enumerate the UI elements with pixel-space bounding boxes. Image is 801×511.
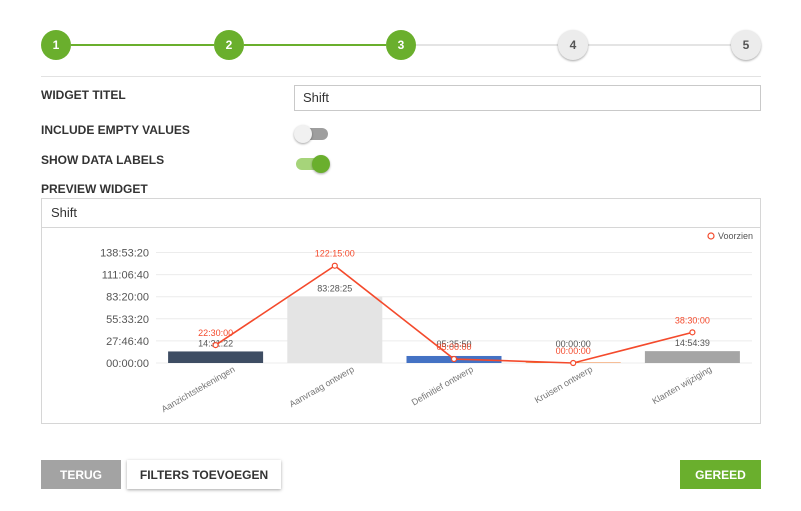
step-4[interactable]: 4 — [558, 30, 588, 60]
y-tick-label: 111:06:40 — [102, 270, 149, 282]
bar-value-label: 00:00:00 — [556, 339, 591, 349]
series-value-label: 122:15:00 — [315, 249, 355, 259]
bar — [168, 351, 264, 363]
series-value-label: 22:30:00 — [198, 328, 233, 338]
back-button[interactable]: TERUG — [41, 460, 121, 489]
step-2[interactable]: 2 — [214, 30, 244, 60]
series-point — [450, 355, 458, 363]
x-tick-label: Klanten wijziging — [650, 364, 713, 406]
preview-widget-label: PREVIEW WIDGET — [41, 182, 148, 196]
toggle-knob — [312, 155, 330, 173]
done-button[interactable]: GEREED — [680, 460, 761, 489]
y-tick-label: 138:53:20 — [100, 248, 149, 260]
step-connector-3-4 — [416, 44, 558, 46]
y-tick-label: 83:20:00 — [106, 292, 149, 304]
series-point — [212, 341, 219, 349]
series-value-label: 05:00:00 — [436, 342, 471, 352]
step-connector-1-2 — [71, 44, 214, 46]
series-value-label: 38:30:00 — [675, 315, 710, 325]
x-tick-label: Definitief ontwerp — [410, 364, 475, 407]
step-connector-4-5 — [588, 44, 731, 46]
step-1[interactable]: 1 — [41, 30, 71, 60]
add-filters-button[interactable]: FILTERS TOEVOEGEN — [127, 460, 281, 489]
step-3[interactable]: 3 — [386, 30, 416, 60]
widget-title-label: WIDGET TITEL — [41, 88, 126, 102]
y-tick-label: 55:33:20 — [106, 314, 149, 326]
show-data-labels-toggle[interactable] — [294, 154, 330, 174]
y-tick-label: 00:00:00 — [106, 358, 149, 370]
shift-chart: 138:53:20 111:06:40 83:20:00 55:33:20 27:46:… — [100, 231, 753, 414]
widget-title-input[interactable]: Shift — [294, 85, 761, 111]
legend-label: Voorzien — [718, 231, 753, 241]
toggle-knob — [294, 125, 312, 143]
bar-value-label: 05:35:50 — [436, 339, 471, 349]
x-tick-label: Aanzichtstekeningen — [160, 364, 237, 414]
bar-value-label: 14:54:39 — [675, 338, 710, 348]
series-point — [331, 262, 338, 269]
bar — [287, 296, 383, 363]
preview-widget-title: Shift — [42, 199, 760, 228]
step-connector-2-3 — [244, 44, 386, 46]
bar-value-label: 83:28:25 — [317, 284, 352, 294]
series-value-label: 00:00:00 — [556, 346, 591, 356]
legend-marker — [707, 232, 715, 240]
wizard-stepper: 1 2 3 4 5 — [41, 30, 761, 62]
step-5[interactable]: 5 — [731, 30, 761, 60]
x-tick-label: Aanvraag ontwerp — [288, 364, 356, 409]
series-point — [570, 359, 577, 367]
show-data-labels-label: SHOW DATA LABELS — [41, 153, 165, 167]
include-empty-values-label: INCLUDE EMPTY VALUES — [41, 123, 190, 137]
series-point — [689, 329, 696, 336]
preview-widget: Shift 138:53:20 111:06:40 83:20:00 55:33:20… — [41, 198, 761, 424]
divider — [41, 76, 761, 77]
bar — [644, 351, 740, 363]
x-tick-label: Kruisen ontwerp — [533, 364, 594, 405]
y-tick-label: 27:46:40 — [106, 336, 149, 348]
include-empty-values-toggle[interactable] — [294, 124, 330, 144]
